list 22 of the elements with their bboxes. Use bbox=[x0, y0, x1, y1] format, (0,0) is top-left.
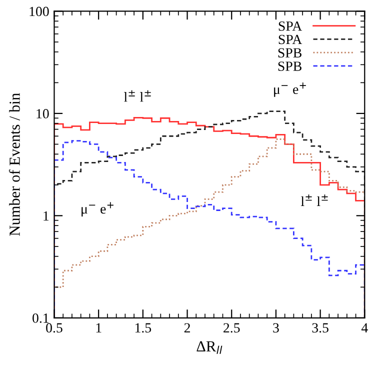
x-tick-label: 1.5 bbox=[135, 323, 152, 333]
x-tick-label: 4 bbox=[361, 323, 368, 332]
legend-label: SPA bbox=[278, 21, 302, 31]
y-tick-label: 1 bbox=[44, 211, 49, 220]
legend-label: SPB bbox=[278, 62, 302, 71]
y-tick-label: 100 bbox=[30, 6, 49, 16]
legend-label: SPB bbox=[278, 48, 302, 58]
annotation: μ$^{−}$ e$^{+}$ bbox=[274, 82, 306, 97]
annotation: μ$^{−}$ e$^{+}$ bbox=[82, 202, 114, 216]
x-tick-label: 2 bbox=[184, 323, 190, 332]
y-tick-label: 0.1 bbox=[32, 313, 49, 323]
y-tick-label: 10 bbox=[36, 109, 49, 118]
x-axis-title: ΔR$_{ll}$ bbox=[196, 341, 222, 354]
y-axis-title: Number of Events / bin bbox=[8, 93, 20, 236]
annotation: l$^{±}$ l$^{±}$ bbox=[300, 194, 328, 206]
x-tick-label: 3 bbox=[273, 323, 279, 333]
x-tick-label: 2.5 bbox=[224, 323, 240, 333]
annotation: l$^{±}$ l$^{±}$ bbox=[124, 90, 151, 102]
x-tick-label: 3.5 bbox=[312, 323, 328, 333]
x-tick-label: 1 bbox=[96, 323, 102, 332]
x-tick-label: 0.5 bbox=[46, 323, 62, 333]
legend-label: SPA bbox=[278, 34, 302, 44]
